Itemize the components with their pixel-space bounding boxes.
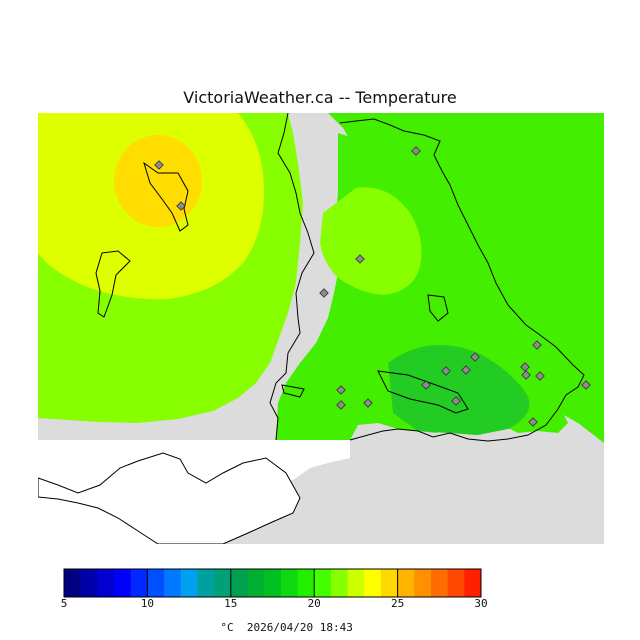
legend-tick-label: 5 [60,597,68,610]
station-marker [521,370,531,380]
station-marker [535,371,545,381]
legend-color-cell [80,569,98,597]
station-marker [336,400,346,410]
legend-color-cell [297,569,315,597]
legend-color-cell [64,569,82,597]
legend-color-cell [397,569,415,597]
station-marker [581,380,591,390]
legend-tick-label: 20 [307,597,321,610]
station-marker [319,288,329,298]
legend-color-cell [280,569,299,597]
station-marker [363,398,373,408]
legend-tick-label: 30 [474,597,488,610]
legend-color-cell [197,569,215,597]
station-marker [532,340,542,350]
legend-color-cell [147,569,165,597]
island-2-outline [95,250,131,318]
unit-label: °C [220,621,234,634]
station-marker [470,352,480,362]
legend-color-cell [264,569,282,597]
legend-tick-label: 15 [224,597,238,610]
legend-color-cell [230,569,248,597]
legend-color-cell [380,569,399,597]
timestamp: 2026/04/20 18:43 [246,621,353,634]
station-marker [154,160,164,170]
island-3-outline [281,384,305,398]
legend-color-cell [464,569,482,597]
legend-color-cell [247,569,265,597]
legend-color-cell [180,569,198,597]
temp-zone-19-21-mid [320,187,422,295]
legend-color-cell [130,569,148,597]
station-marker [411,146,421,156]
station-marker [176,201,186,211]
legend-color-cell [414,569,432,597]
station-marker [461,365,471,375]
color-legend [63,568,482,598]
station-markers [154,146,591,427]
station-marker [520,362,530,372]
saanich-coastline [269,113,315,441]
page-title: VictoriaWeather.ca -- Temperature [183,88,457,107]
legend-caption: °C 2026/04/20 18:43 [0,608,560,634]
legend-color-cell [214,569,232,597]
temperature-map [38,113,604,544]
legend-color-cell [347,569,365,597]
east-coastline [339,118,585,442]
south-coast-outline [38,452,301,544]
temp-zone-17-19 [38,113,604,443]
lake-outline [427,294,449,322]
temp-zone-23-24 [114,135,202,227]
temp-zone-15-17 [388,345,530,435]
station-marker [355,254,365,264]
legend-color-cell [430,569,449,597]
legend-tick-label: 10 [140,597,155,610]
island-1-outline [143,161,189,232]
station-marker [441,366,451,376]
station-marker [528,417,538,427]
legend-color-cell [314,569,332,597]
legend-color-cell [330,569,349,597]
legend-color-cell [447,569,465,597]
station-marker [336,385,346,395]
inlet-outline [377,370,469,414]
station-marker [451,396,461,406]
legend-tick-label: 25 [390,597,405,610]
station-marker [421,380,431,390]
legend-color-cell [114,569,132,597]
legend-color-cell [164,569,182,597]
legend-color-cell [97,569,115,597]
legend-color-cell [364,569,382,597]
